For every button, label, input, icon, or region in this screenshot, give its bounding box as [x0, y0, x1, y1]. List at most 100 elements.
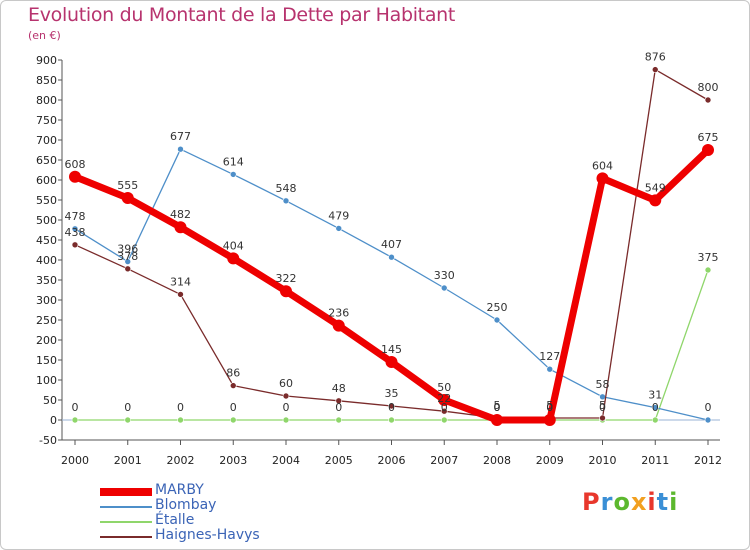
logo-letter: r [600, 488, 614, 516]
data-label: 22 [437, 392, 451, 405]
data-label: 5 [494, 399, 501, 412]
y-tick-label: 400 [36, 254, 57, 267]
data-label: 86 [226, 367, 240, 380]
y-tick-label: 300 [36, 294, 57, 307]
x-tick-label: 2004 [272, 454, 300, 467]
data-point [651, 404, 659, 411]
data-point [121, 192, 134, 204]
data-label: 0 [494, 401, 501, 414]
data-label: 5 [546, 399, 553, 412]
data-point [651, 66, 659, 73]
y-tick-label: 850 [36, 74, 57, 87]
data-label: 0 [494, 401, 501, 414]
data-label: 0 [546, 401, 553, 414]
data-point [282, 392, 290, 400]
legend-swatch [100, 536, 152, 538]
x-tick-label: 2007 [430, 454, 458, 467]
data-point [599, 414, 606, 422]
data-label: 0 [335, 401, 342, 414]
x-tick-label: 2008 [483, 454, 511, 467]
data-label: 0 [177, 401, 184, 414]
legend-label: Étalle [155, 512, 195, 528]
data-label: 396 [117, 243, 138, 256]
data-label: 800 [698, 81, 719, 94]
data-label: 0 [441, 401, 448, 414]
data-label: 322 [276, 272, 297, 285]
data-label: 58 [596, 378, 610, 391]
data-label: 60 [279, 377, 293, 390]
proxiti-logo: Proxiti [582, 488, 678, 516]
data-point [282, 197, 290, 205]
data-point [124, 416, 132, 424]
data-point [440, 284, 448, 292]
data-label: 608 [65, 158, 86, 171]
data-label: 375 [698, 251, 719, 264]
data-point [440, 416, 448, 424]
y-tick-label: 150 [36, 354, 57, 367]
data-label: 330 [434, 269, 455, 282]
chart-title: Evolution du Montant de la Dette par Hab… [28, 4, 456, 26]
data-label: 438 [65, 226, 86, 239]
y-tick-label: 50 [43, 394, 57, 407]
data-point [229, 382, 237, 389]
data-label: 614 [223, 155, 244, 168]
data-label: 876 [645, 51, 666, 64]
data-label: 50 [437, 381, 451, 394]
y-tick-label: 550 [36, 194, 57, 207]
y-tick-label: 600 [36, 174, 57, 187]
legend-label: Haignes-Havys [155, 527, 260, 543]
data-point [543, 414, 556, 426]
data-label: 479 [328, 209, 349, 222]
logo-letter: x [630, 488, 648, 516]
data-label: 0 [124, 401, 131, 414]
chart-subtitle: (en €) [28, 29, 61, 42]
data-point [229, 416, 237, 424]
data-point [282, 416, 290, 424]
data-label: 548 [276, 182, 297, 195]
y-tick-label: 100 [36, 374, 57, 387]
y-tick-label: 700 [36, 134, 57, 147]
data-label: 0 [283, 401, 290, 414]
y-tick-label: 200 [36, 334, 57, 347]
data-label: 677 [170, 130, 191, 143]
x-tick-label: 2006 [378, 454, 406, 467]
x-tick-label: 2011 [641, 454, 669, 467]
data-point [440, 407, 448, 415]
data-point [704, 96, 712, 104]
x-tick-label: 2003 [219, 454, 247, 467]
data-label: 407 [381, 238, 402, 251]
data-label: 555 [117, 179, 138, 192]
data-point [493, 316, 501, 324]
y-tick-label: 0 [50, 414, 57, 427]
data-label: 0 [652, 401, 659, 414]
y-tick-label: -50 [39, 434, 57, 447]
y-tick-label: 350 [36, 274, 57, 287]
data-point [177, 145, 184, 153]
legend-swatch [100, 521, 152, 523]
data-point [704, 416, 712, 424]
data-label: 127 [539, 350, 560, 363]
data-label: 0 [388, 401, 395, 414]
data-point [546, 365, 554, 373]
data-point [71, 241, 79, 249]
data-point [388, 402, 395, 410]
data-label: 35 [385, 387, 399, 400]
data-label: 478 [65, 210, 86, 223]
y-tick-label: 450 [36, 234, 57, 247]
data-label: 145 [381, 343, 402, 356]
data-label: 250 [487, 301, 508, 314]
data-point [177, 416, 184, 424]
data-label: 549 [645, 181, 666, 194]
y-tick-label: 900 [36, 54, 57, 67]
data-point [649, 194, 662, 207]
data-point [177, 291, 184, 298]
logo-letter: i [647, 488, 657, 516]
logo-letter: t [656, 488, 670, 516]
y-tick-label: 500 [36, 214, 57, 227]
series-lines [69, 66, 714, 426]
y-tick-label: 650 [36, 154, 57, 167]
data-point [227, 252, 240, 265]
data-point [704, 266, 712, 274]
